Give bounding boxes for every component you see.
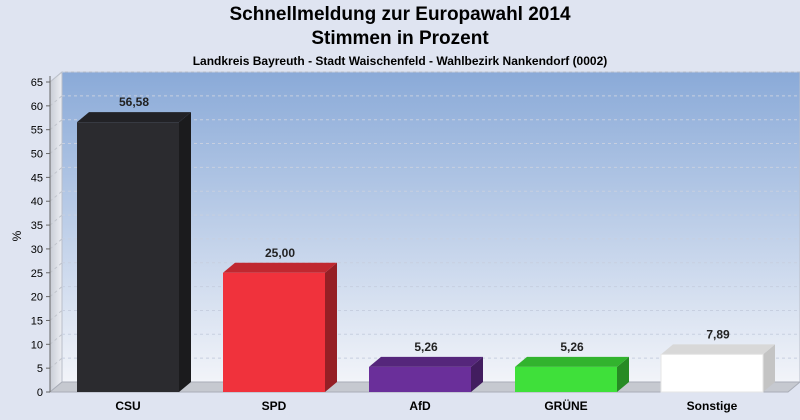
gridline-side bbox=[49, 333, 63, 345]
bar-top bbox=[77, 112, 191, 123]
y-tick-label: 30 bbox=[31, 244, 43, 256]
bar-top bbox=[223, 262, 337, 273]
bar-front bbox=[369, 366, 471, 392]
gridline-side bbox=[49, 214, 63, 226]
y-tick-label: 5 bbox=[37, 363, 43, 375]
y-tick-label: 45 bbox=[31, 172, 43, 184]
bar-top bbox=[661, 344, 775, 355]
chart-title: Schnellmeldung zur Europawahl 2014 bbox=[229, 4, 571, 25]
bar-side bbox=[617, 356, 629, 392]
x-tick-label: AfD bbox=[409, 399, 431, 413]
y-tick-label: 55 bbox=[31, 125, 43, 137]
gridline-side bbox=[49, 95, 63, 107]
bar-top bbox=[369, 356, 483, 367]
y-tick-label: 50 bbox=[31, 149, 43, 161]
y-tick-label: 35 bbox=[31, 220, 43, 232]
bar-top bbox=[515, 356, 629, 367]
gridline-side bbox=[49, 262, 63, 274]
bar-front bbox=[77, 122, 179, 392]
x-tick-label: CSU bbox=[115, 399, 140, 413]
x-tick-label: GRÜNE bbox=[544, 398, 587, 413]
bar-spd bbox=[223, 262, 337, 392]
gridline-side bbox=[49, 190, 63, 202]
bar-side bbox=[179, 112, 191, 392]
y-tick-label: 15 bbox=[31, 315, 43, 327]
y-tick-label: 0 bbox=[37, 387, 43, 399]
data-label: 7,89 bbox=[706, 327, 730, 341]
plot-side-wall bbox=[49, 70, 63, 394]
chart-subtitle: Stimmen in Prozent bbox=[311, 28, 489, 49]
bar-front bbox=[660, 353, 764, 393]
data-label: 5,26 bbox=[414, 340, 438, 354]
chart-caption: Landkreis Bayreuth - Stadt Waischenfeld … bbox=[192, 54, 608, 68]
y-tick-label: 60 bbox=[31, 101, 43, 113]
bar-grüne bbox=[515, 356, 629, 392]
bar-side bbox=[763, 344, 775, 392]
data-label: 56,58 bbox=[119, 95, 149, 109]
bar-afd bbox=[369, 356, 483, 392]
y-tick-label: 65 bbox=[31, 77, 43, 89]
bar-side bbox=[471, 356, 483, 392]
y-axis-label: % bbox=[10, 230, 24, 241]
bar-front bbox=[515, 366, 617, 392]
y-tick-label: 20 bbox=[31, 292, 43, 304]
gridline-side bbox=[49, 238, 63, 250]
bar-sonstige bbox=[660, 344, 775, 393]
data-label: 25,00 bbox=[265, 246, 295, 260]
gridline-side bbox=[49, 143, 63, 154]
gridline-side bbox=[49, 286, 63, 297]
data-label: 5,26 bbox=[560, 340, 584, 354]
gridline-side bbox=[49, 71, 63, 83]
gridline-side bbox=[49, 119, 63, 131]
y-tick-label: 40 bbox=[31, 196, 43, 208]
gridline-side bbox=[49, 167, 63, 178]
gridline-side bbox=[49, 310, 63, 321]
bar-front bbox=[223, 272, 325, 392]
y-tick-label: 25 bbox=[31, 268, 43, 280]
y-tick-label: 10 bbox=[31, 339, 43, 351]
x-tick-label: SPD bbox=[262, 399, 287, 413]
bar-csu bbox=[77, 112, 191, 392]
bar-side bbox=[325, 262, 337, 392]
x-tick-label: Sonstige bbox=[687, 399, 738, 413]
gridline-side bbox=[49, 357, 63, 369]
